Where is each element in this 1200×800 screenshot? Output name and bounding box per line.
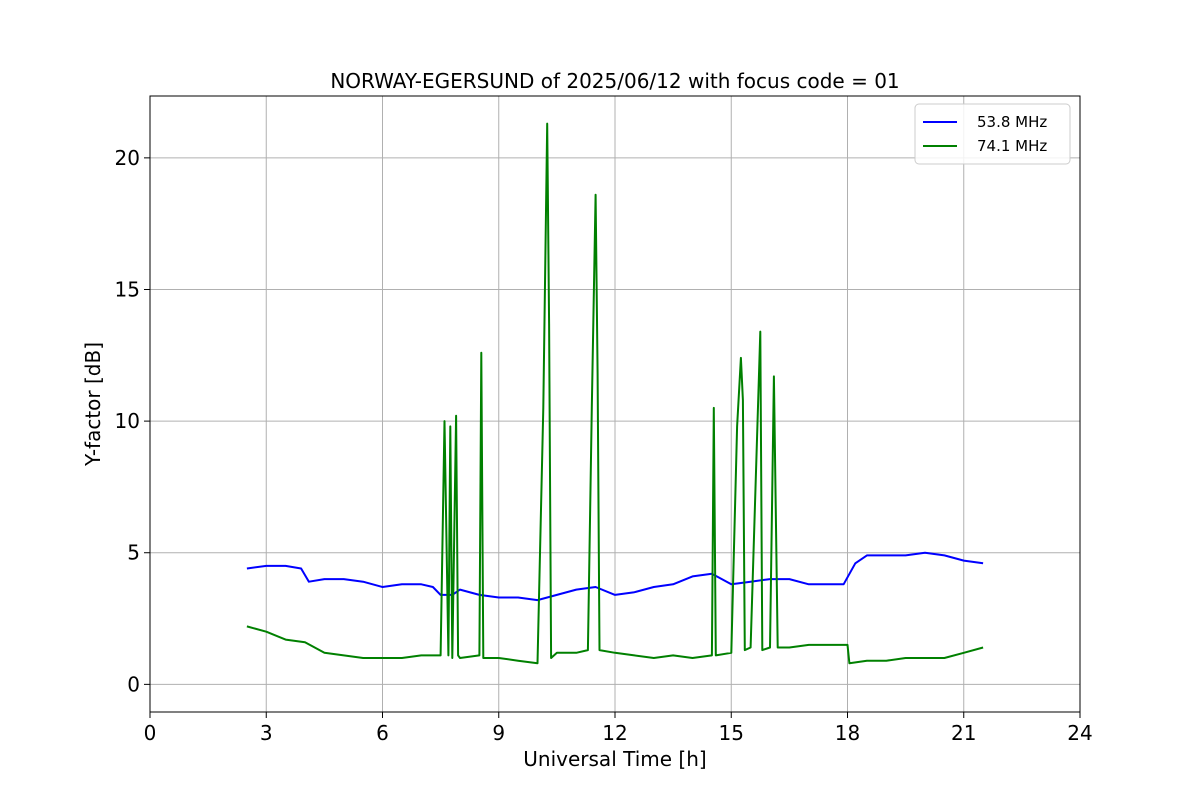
series-line-74-1-mhz [246,122,984,665]
x-tick-label: 18 [835,721,860,745]
x-tick-label: 21 [951,721,976,745]
x-tick-label: 0 [144,721,157,745]
grid [149,96,1081,712]
x-tick-label: 12 [602,721,627,745]
y-axis-label: Y-factor [dB] [81,342,105,467]
x-axis-label: Universal Time [h] [523,747,706,771]
series-lines [246,122,984,665]
legend: 53.8 MHz 74.1 MHz [914,103,1071,165]
y-tick-label: 0 [127,672,140,696]
x-tick-label: 3 [260,721,273,745]
y-tick-label: 20 [115,146,140,170]
x-tick-label: 6 [376,721,389,745]
x-tick-label: 9 [492,721,505,745]
legend-label: 74.1 MHz [977,137,1047,155]
series-line-53-8-mhz [246,551,984,602]
axis-ticks: 0 3 6 9 12 15 18 21 24 0 5 10 15 20 [115,146,1093,745]
legend-frame [914,103,1071,165]
x-tick-label: 15 [719,721,744,745]
y-tick-label: 10 [115,409,140,433]
x-tick-label: 24 [1067,721,1092,745]
chart-title: NORWAY-EGERSUND of 2025/06/12 with focus… [330,69,899,93]
legend-label: 53.8 MHz [977,113,1047,131]
y-tick-label: 15 [115,277,140,301]
y-tick-label: 5 [127,541,140,565]
